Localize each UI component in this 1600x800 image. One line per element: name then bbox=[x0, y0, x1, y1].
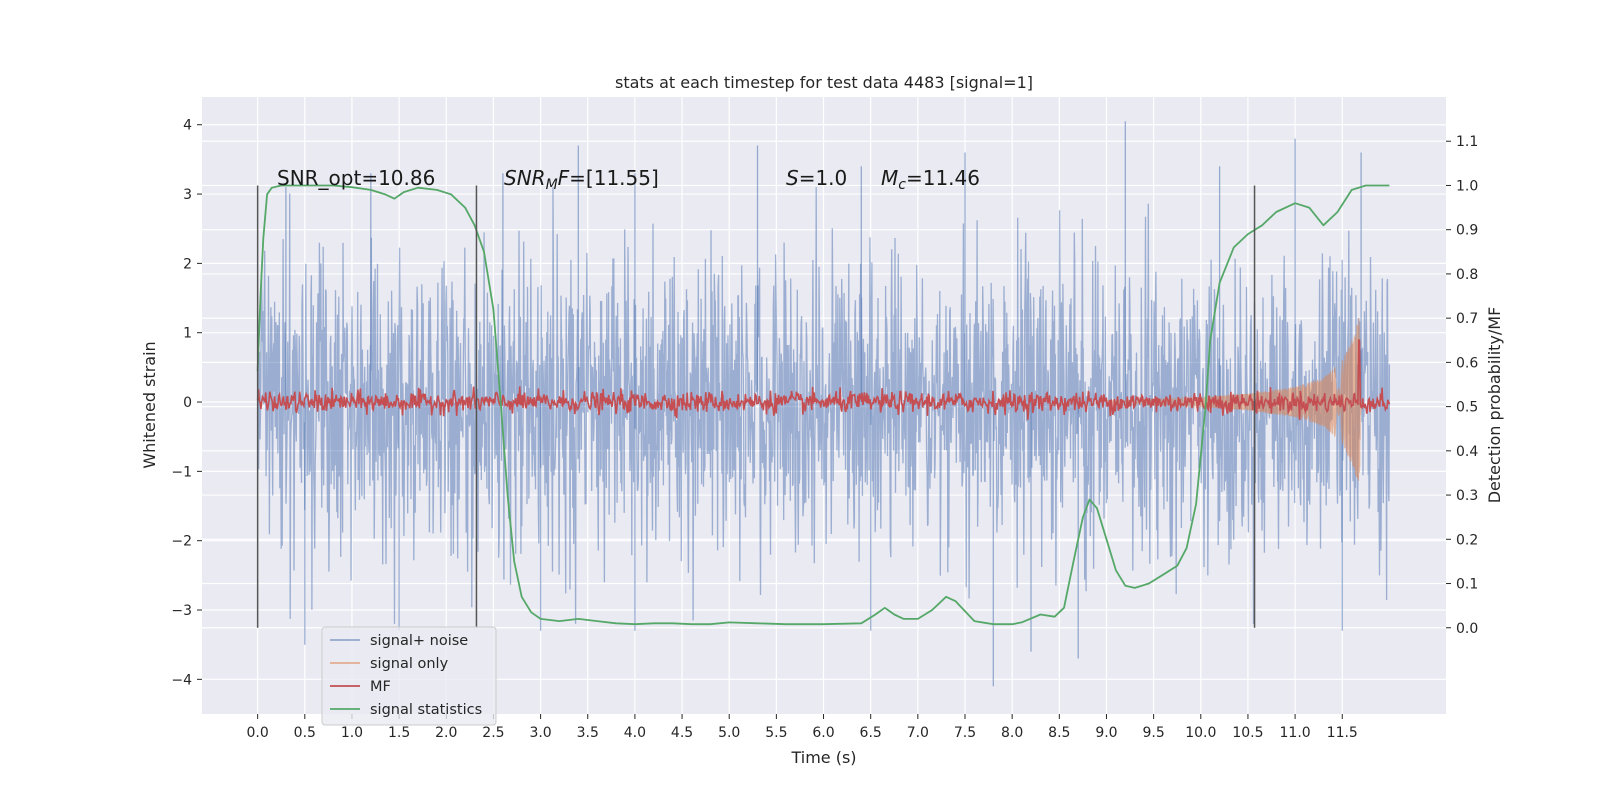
chart-title: stats at each timestep for test data 448… bbox=[615, 73, 1033, 92]
y-left-tick-label: −2 bbox=[171, 534, 192, 550]
y-left-tick-label: −1 bbox=[171, 464, 192, 480]
x-tick-label: 10.0 bbox=[1185, 725, 1216, 741]
y-left-tick-label: 3 bbox=[183, 187, 192, 203]
x-tick-label: 3.0 bbox=[529, 725, 551, 741]
annotation-mc: Mc=11.46 bbox=[881, 166, 980, 193]
y-left-tick-label: 4 bbox=[183, 118, 192, 134]
series-mf-line bbox=[256, 339, 1391, 421]
y-left-tick-label: 1 bbox=[183, 326, 192, 342]
x-tick-label: 7.5 bbox=[954, 725, 976, 741]
x-tick-label: 2.0 bbox=[435, 725, 457, 741]
y-axis-left-label: Whitened strain bbox=[140, 341, 159, 468]
series-layer bbox=[256, 121, 1391, 687]
legend: signal+ noise signal only MF signal stat… bbox=[321, 626, 497, 726]
y-right-tick-label: 0.5 bbox=[1456, 400, 1478, 416]
legend-label-stat: signal statistics bbox=[370, 702, 482, 718]
x-tick-label: 2.5 bbox=[482, 725, 504, 741]
annotation-mc-sub: c bbox=[898, 177, 906, 193]
x-tick-label: 10.5 bbox=[1232, 725, 1263, 741]
x-tick-label: 0.0 bbox=[247, 725, 269, 741]
y-right-tick-label: 0.1 bbox=[1456, 577, 1478, 593]
x-tick-label: 8.0 bbox=[1001, 725, 1023, 741]
x-tick-label: 5.5 bbox=[765, 725, 787, 741]
annotation-snr-mf-base: SNR bbox=[504, 166, 546, 190]
y-right-tick-label: 1.0 bbox=[1456, 178, 1478, 194]
x-tick-label: 8.5 bbox=[1048, 725, 1070, 741]
x-tick-label: 11.5 bbox=[1327, 725, 1358, 741]
y-right-tick-label: 0.9 bbox=[1456, 223, 1478, 239]
x-tick-label: 6.5 bbox=[860, 725, 882, 741]
x-tick-label: 1.5 bbox=[388, 725, 410, 741]
y-left-tick-label: 0 bbox=[183, 395, 192, 411]
legend-label-noise: signal+ noise bbox=[370, 633, 468, 649]
x-tick-label: 11.0 bbox=[1280, 725, 1311, 741]
x-tick-label: 1.0 bbox=[341, 725, 363, 741]
x-tick-label: 6.0 bbox=[812, 725, 834, 741]
x-tick-label: 4.5 bbox=[671, 725, 693, 741]
y-right-tick-label: 0.6 bbox=[1456, 355, 1478, 371]
ticks: 0.0 0.5 1.0 1.5 2.0 2.5 3.0 3.5 4.0 4.5 5.0 5.5 6.0 6… bbox=[171, 118, 1478, 741]
y-right-tick-label: 0.0 bbox=[1456, 621, 1478, 637]
series-signal-statistics-line bbox=[256, 184, 1390, 626]
series-signal-noise-line bbox=[256, 187, 1391, 624]
y-right-tick-label: 0.4 bbox=[1456, 444, 1478, 460]
legend-box bbox=[321, 626, 497, 726]
x-tick-label: 9.0 bbox=[1095, 725, 1117, 741]
x-tick-label: 3.5 bbox=[577, 725, 599, 741]
y-right-tick-label: 0.2 bbox=[1456, 532, 1478, 548]
y-left-tick-label: 2 bbox=[183, 256, 192, 272]
x-tick-label: 7.0 bbox=[907, 725, 929, 741]
x-axis-label: Time (s) bbox=[790, 748, 856, 767]
annotation-s-rest: =1.0 bbox=[799, 166, 848, 190]
x-tick-label: 4.0 bbox=[624, 725, 646, 741]
y-axis-right-label: Detection probability/MF bbox=[1485, 307, 1504, 504]
annotation-mc-base: M bbox=[881, 166, 898, 190]
y-right-tick-label: 0.7 bbox=[1456, 311, 1478, 327]
y-right-tick-label: 1.1 bbox=[1456, 134, 1478, 150]
annotation-snr-mf: SNRMF=[11.55] bbox=[504, 166, 659, 193]
y-right-tick-label: 0.8 bbox=[1456, 267, 1478, 283]
vertical-lines bbox=[256, 185, 1256, 628]
annotation-mc-rest: =11.46 bbox=[906, 166, 980, 190]
legend-label-signal: signal only bbox=[370, 656, 449, 672]
x-tick-label: 0.5 bbox=[294, 725, 316, 741]
annotation-s-base: S bbox=[786, 166, 799, 190]
y-left-tick-label: −4 bbox=[171, 672, 192, 688]
x-tick-label: 9.5 bbox=[1142, 725, 1164, 741]
annotation-snr-mf-rest-f: F bbox=[558, 166, 570, 190]
annotation-snr-mf-sub: M bbox=[546, 177, 558, 193]
annotation-s: S=1.0 bbox=[786, 166, 847, 190]
y-right-tick-label: 0.3 bbox=[1456, 488, 1478, 504]
legend-label-mf: MF bbox=[370, 679, 391, 695]
annotation-snr-opt: SNR_opt=10.86 bbox=[277, 166, 435, 190]
annotation-snr-mf-rest: =[11.55] bbox=[569, 166, 659, 190]
x-tick-label: 5.0 bbox=[718, 725, 740, 741]
y-left-tick-label: −3 bbox=[171, 603, 192, 619]
